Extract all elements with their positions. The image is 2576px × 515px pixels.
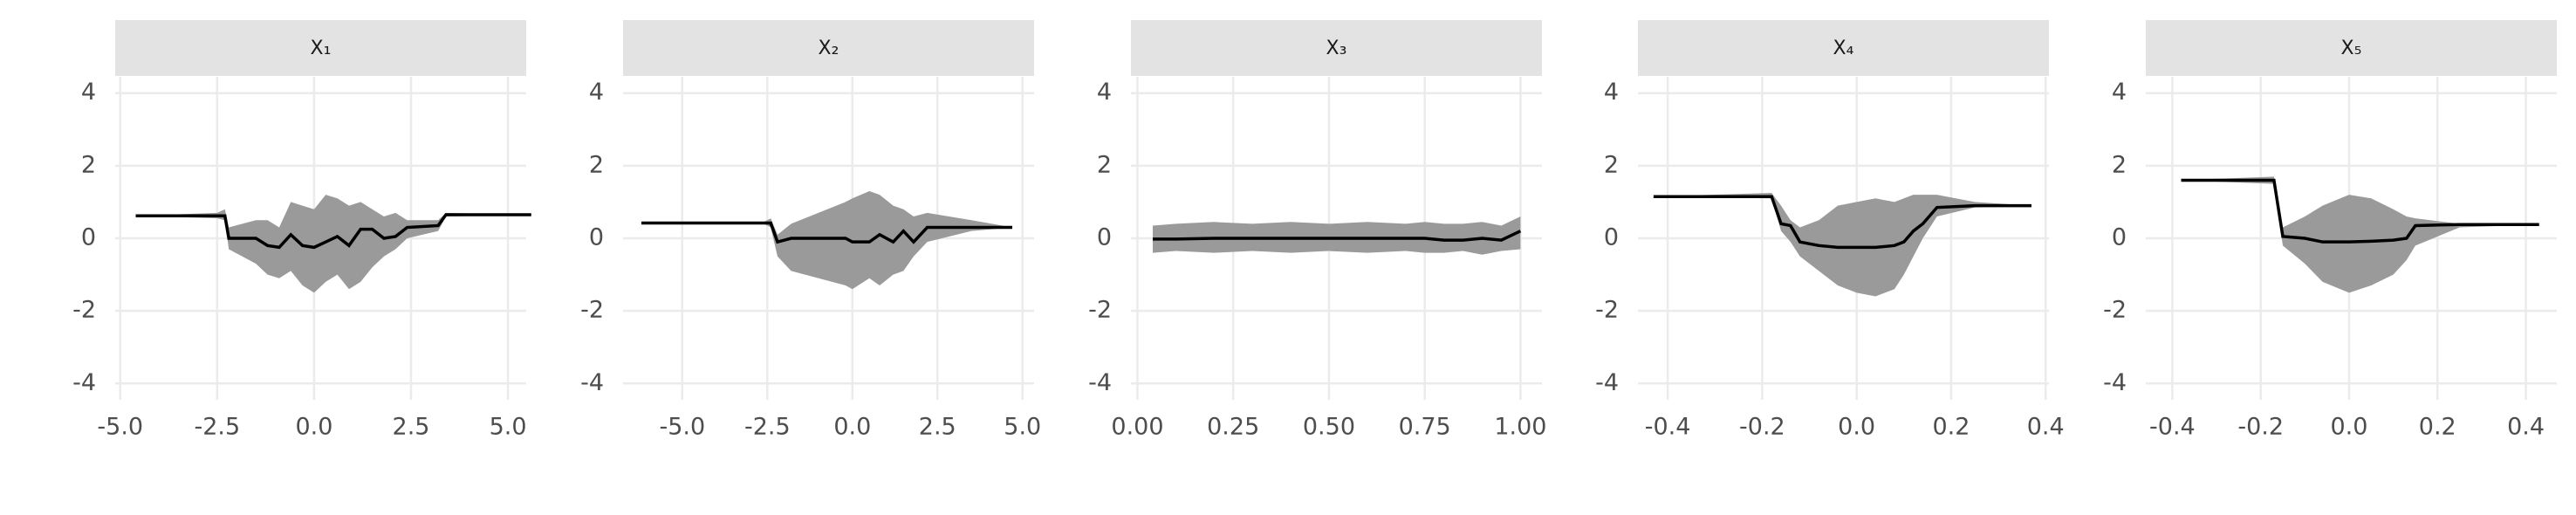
- x-tick-label: -0.2: [1739, 414, 1785, 441]
- x-tick-label: 0.50: [1303, 414, 1355, 441]
- confidence-band: [641, 190, 1013, 290]
- x-tick-label: 0.2: [2419, 414, 2456, 441]
- y-tick-label: -4: [72, 369, 96, 396]
- x-tick-label: -2.5: [195, 414, 241, 441]
- x-tick-label: 0.0: [833, 414, 871, 441]
- strip: [1638, 20, 2049, 76]
- line: [1153, 230, 1522, 242]
- x-tick-label: -0.4: [1645, 414, 1691, 441]
- x-tick-label: 0.0: [295, 414, 332, 441]
- y-tick-label: -2: [72, 297, 96, 324]
- line: [1653, 195, 2031, 250]
- y-tick-label: 0: [1604, 224, 1619, 251]
- x-tick-label: 0.75: [1399, 414, 1451, 441]
- strip: [1131, 20, 1542, 76]
- line: [641, 221, 1013, 244]
- y-tick-label: 0: [2112, 224, 2127, 251]
- y-tick-label: 0: [81, 224, 96, 251]
- y-tick-label: 4: [1604, 79, 1619, 106]
- x-tick-label: 0.0: [2330, 414, 2367, 441]
- strip: [2146, 20, 2557, 76]
- y-tick-label: -4: [2103, 369, 2127, 396]
- x-tick-label: 0.0: [1838, 414, 1875, 441]
- strip-title: X₅: [2341, 38, 2362, 59]
- y-tick-label: 2: [589, 151, 604, 178]
- y-tick-label: -2: [580, 297, 604, 324]
- strip: [115, 20, 526, 76]
- y-tick-label: -2: [2103, 297, 2127, 324]
- y-tick-label: 2: [1097, 151, 1112, 178]
- x-tick-label: 0.25: [1207, 414, 1259, 441]
- x-tick-label: -0.4: [2149, 414, 2196, 441]
- y-tick-label: -2: [1595, 297, 1619, 324]
- x-tick-label: -5.0: [659, 414, 705, 441]
- y-tick-label: 2: [2112, 151, 2127, 178]
- x-tick-label: 0.00: [1111, 414, 1163, 441]
- confidence-band: [135, 195, 531, 293]
- y-tick-label: 2: [81, 151, 96, 178]
- x-tick-label: -5.0: [97, 414, 143, 441]
- strip-title: X₃: [1326, 38, 1347, 59]
- confidence-band: [1653, 193, 2031, 297]
- x-tick-label: 2.5: [393, 414, 430, 441]
- strip-title: X₁: [311, 38, 332, 59]
- strip: [623, 20, 1034, 76]
- y-tick-label: 4: [589, 79, 604, 106]
- x-tick-label: 0.4: [2027, 414, 2065, 441]
- y-tick-label: 0: [1097, 224, 1112, 251]
- x-tick-label: -2.5: [744, 414, 791, 441]
- line: [2181, 178, 2539, 244]
- x-tick-label: 1.00: [1494, 414, 1546, 441]
- confidence-band: [1153, 216, 1521, 255]
- y-tick-label: 2: [1604, 151, 1619, 178]
- y-tick-label: -4: [1595, 369, 1619, 396]
- strip-title: X₂: [819, 38, 839, 59]
- x-tick-label: 5.0: [1004, 414, 1041, 441]
- y-tick-label: 0: [589, 224, 604, 251]
- y-tick-label: -4: [580, 369, 604, 396]
- x-tick-label: 5.0: [490, 414, 527, 441]
- x-tick-label: 2.5: [919, 414, 956, 441]
- y-tick-label: -4: [1088, 369, 1112, 396]
- y-tick-label: 4: [81, 79, 96, 106]
- y-tick-label: 4: [1097, 79, 1112, 106]
- strip-title: X₄: [1833, 38, 1854, 59]
- confidence-band: [2181, 176, 2539, 293]
- x-tick-label: 0.2: [1932, 414, 1970, 441]
- x-tick-label: 0.4: [2507, 414, 2545, 441]
- line: [135, 213, 531, 250]
- y-tick-label: -2: [1088, 297, 1112, 324]
- x-tick-label: -0.2: [2237, 414, 2284, 441]
- y-tick-label: 4: [2112, 79, 2127, 106]
